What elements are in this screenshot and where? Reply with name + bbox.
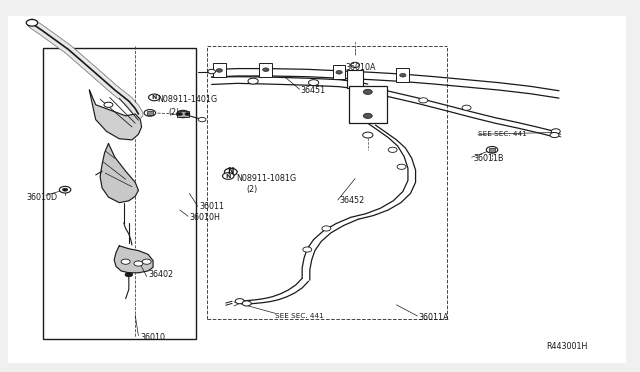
- Circle shape: [144, 110, 156, 116]
- Circle shape: [60, 186, 71, 193]
- Text: SEE SEC. 441: SEE SEC. 441: [478, 131, 527, 137]
- Polygon shape: [90, 90, 141, 140]
- Text: 36010H: 36010H: [189, 213, 220, 222]
- Text: 36010D: 36010D: [27, 193, 58, 202]
- Text: N: N: [152, 95, 157, 100]
- Text: 36011A: 36011A: [419, 312, 449, 321]
- Circle shape: [397, 164, 406, 169]
- Circle shape: [322, 226, 331, 231]
- Bar: [333, 65, 346, 79]
- Circle shape: [177, 110, 189, 118]
- Bar: [213, 63, 226, 77]
- Circle shape: [364, 113, 372, 118]
- Circle shape: [399, 73, 406, 77]
- Circle shape: [26, 19, 38, 26]
- Circle shape: [419, 98, 428, 103]
- Text: (2): (2): [168, 108, 180, 117]
- Circle shape: [208, 69, 216, 74]
- Text: 36452: 36452: [339, 196, 364, 205]
- Circle shape: [486, 147, 498, 153]
- Circle shape: [63, 188, 68, 191]
- Bar: [259, 62, 272, 77]
- Circle shape: [388, 147, 397, 153]
- Circle shape: [363, 132, 373, 138]
- Text: 36010A: 36010A: [346, 63, 376, 72]
- Text: 36010: 36010: [140, 333, 165, 342]
- Text: SEE SEC. 441: SEE SEC. 441: [275, 313, 324, 319]
- Text: 36402: 36402: [148, 270, 173, 279]
- Circle shape: [236, 299, 244, 304]
- Circle shape: [225, 168, 237, 176]
- Circle shape: [142, 259, 151, 264]
- Circle shape: [198, 117, 206, 122]
- Circle shape: [223, 173, 234, 179]
- Bar: [43, 48, 196, 339]
- Text: N: N: [228, 167, 234, 176]
- Circle shape: [248, 78, 258, 84]
- Text: 36011: 36011: [199, 202, 224, 211]
- Circle shape: [216, 68, 223, 72]
- Circle shape: [308, 80, 319, 86]
- Circle shape: [262, 68, 269, 71]
- Bar: [489, 148, 495, 152]
- Circle shape: [551, 129, 560, 134]
- Circle shape: [243, 301, 251, 306]
- Circle shape: [550, 132, 559, 138]
- Circle shape: [364, 89, 372, 94]
- Text: R443001H: R443001H: [546, 342, 588, 351]
- Polygon shape: [100, 144, 138, 203]
- Bar: [177, 112, 189, 116]
- Text: N08911-1401G: N08911-1401G: [157, 95, 218, 104]
- Bar: [349, 86, 387, 123]
- Text: 36011B: 36011B: [473, 154, 504, 163]
- Bar: [348, 70, 363, 88]
- Circle shape: [336, 70, 342, 74]
- Text: N08911-1081G: N08911-1081G: [236, 174, 296, 183]
- Text: 36451: 36451: [301, 86, 326, 94]
- Bar: [396, 68, 409, 82]
- Circle shape: [303, 247, 312, 252]
- Text: (2): (2): [246, 185, 258, 194]
- Circle shape: [351, 62, 360, 67]
- Circle shape: [185, 112, 190, 115]
- Circle shape: [462, 105, 471, 110]
- Circle shape: [177, 112, 182, 115]
- Circle shape: [125, 272, 132, 277]
- Circle shape: [148, 94, 160, 101]
- Circle shape: [134, 261, 143, 266]
- Polygon shape: [114, 246, 153, 273]
- Circle shape: [121, 259, 130, 264]
- Circle shape: [104, 102, 113, 108]
- Text: N: N: [225, 173, 231, 179]
- Bar: [147, 111, 153, 115]
